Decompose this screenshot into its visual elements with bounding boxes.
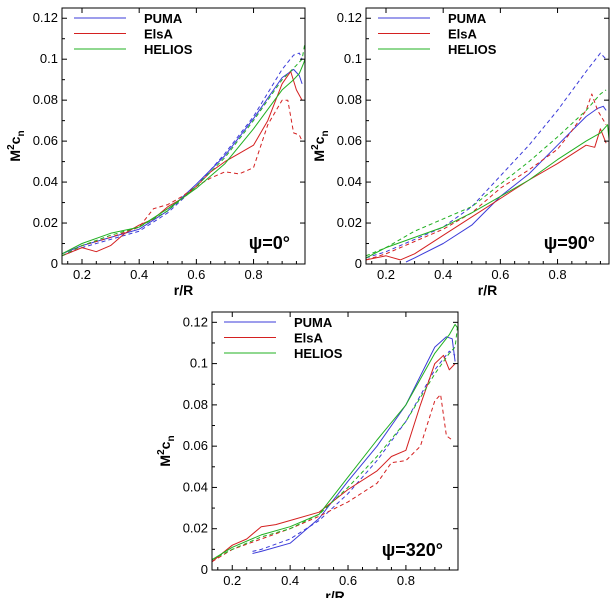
x-tick-label: 0.4	[130, 267, 148, 282]
y-tick-label: 0	[201, 562, 208, 577]
legend-label-elsa: ElsA	[294, 331, 324, 346]
chart-panel-psi90: 0.2 0.4 0.6 0.8 0 0.02 0.04 0.06 0.08 0.1 0.12 r/R M…	[310, 7, 610, 298]
y-axis-label: M2cn	[310, 130, 331, 161]
y-axis-label: M2cn	[6, 130, 27, 161]
legend-label-helios: HELIOS	[144, 42, 193, 57]
x-axis-label: r/R	[325, 588, 344, 598]
legend-label-puma: PUMA	[294, 315, 333, 330]
x-tick-label: 0.8	[549, 267, 567, 282]
series-line-puma-dashed	[365, 52, 607, 259]
legend-label-helios: HELIOS	[448, 42, 497, 57]
x-tick-label: 0.2	[73, 267, 91, 282]
y-tick-label: 0	[355, 256, 362, 271]
y-tick-label: 0.08	[33, 92, 58, 107]
series-line-elsa-dashed	[211, 394, 453, 563]
x-tick-label: 0.2	[223, 573, 241, 588]
legend-label-helios: HELIOS	[294, 346, 343, 361]
azimuth-annotation: ψ=0°	[249, 233, 290, 253]
y-tick-label: 0.02	[337, 215, 362, 230]
x-tick-label: 0.4	[434, 267, 452, 282]
series-line-helios-solid	[61, 10, 306, 255]
x-axis-label: r/R	[478, 282, 497, 298]
y-tick-label: 0.04	[33, 174, 58, 189]
series-line-elsa-solid	[61, 71, 303, 257]
series-line-puma-solid	[61, 68, 303, 255]
plot-frame	[61, 7, 306, 265]
y-tick-label: 0.12	[337, 10, 362, 25]
y-tick-label: 0	[51, 256, 58, 271]
y-tick-label: 0.02	[183, 521, 208, 536]
series-line-helios-dashed	[211, 322, 459, 561]
x-tick-label: 0.6	[339, 573, 357, 588]
series-line-elsa-solid	[365, 128, 607, 261]
series-line-puma-solid	[252, 336, 456, 554]
y-tick-label: 0.06	[183, 438, 208, 453]
y-tick-label: 0.04	[183, 479, 208, 494]
series-line-helios-dashed	[365, 89, 607, 257]
y-tick-label: 0.06	[33, 133, 58, 148]
x-tick-label: 0.4	[281, 573, 299, 588]
x-axis-label: r/R	[174, 282, 193, 298]
legend-label-elsa: ElsA	[448, 27, 478, 42]
plot-frame	[365, 7, 610, 265]
y-tick-label: 0.04	[337, 174, 362, 189]
y-tick-label: 0.08	[337, 92, 362, 107]
x-tick-label: 0.8	[397, 573, 415, 588]
series-line-helios-solid	[365, 120, 610, 259]
series-line-elsa-dashed	[365, 93, 607, 261]
x-tick-label: 0.8	[245, 267, 263, 282]
y-tick-label: 0.12	[33, 10, 58, 25]
plot-frame	[211, 311, 459, 571]
legend-label-elsa: ElsA	[144, 27, 174, 42]
series-line-puma-dashed	[61, 52, 303, 257]
x-tick-label: 0.2	[377, 267, 395, 282]
y-tick-label: 0.02	[33, 215, 58, 230]
series-line-helios-dashed	[61, 42, 306, 257]
chart-panel-psi0: 0.2 0.4 0.6 0.8 0 0.02 0.04 0.06 0.08 0.1 0.12 r/R M…	[6, 7, 306, 298]
y-tick-label: 0.1	[344, 51, 362, 66]
y-tick-label: 0.08	[183, 397, 208, 412]
chart-panel-psi320: 0.2 0.4 0.6 0.8 0 0.02 0.04 0.06 0.08 0.1 0.12 r/R M…	[156, 311, 459, 598]
legend-label-puma: PUMA	[144, 11, 183, 26]
series-line-elsa-solid	[211, 354, 456, 563]
y-axis-label: M2cn	[156, 435, 177, 466]
x-tick-label: 0.6	[187, 267, 205, 282]
series-line-puma-dashed	[252, 350, 456, 552]
azimuth-annotation: ψ=90°	[544, 233, 595, 253]
y-tick-label: 0.1	[40, 51, 58, 66]
legend-label-puma: PUMA	[448, 11, 487, 26]
series-line-helios-solid	[211, 314, 459, 561]
azimuth-annotation: ψ=320°	[382, 540, 443, 560]
series-line-puma-solid	[405, 105, 607, 263]
y-tick-label: 0.06	[337, 133, 362, 148]
y-tick-label: 0.1	[190, 356, 208, 371]
x-tick-label: 0.6	[491, 267, 509, 282]
y-tick-label: 0.12	[183, 314, 208, 329]
